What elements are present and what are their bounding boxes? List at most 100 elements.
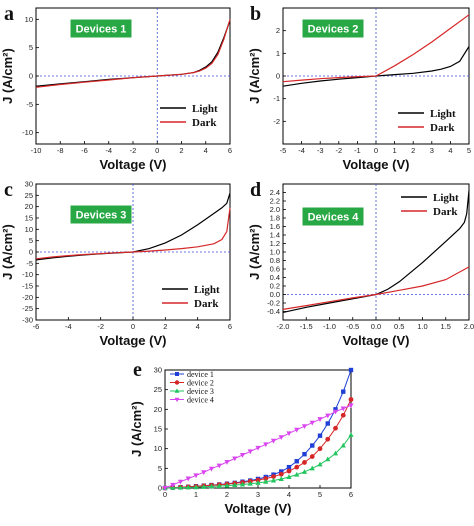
- y-tick-label: 0.4: [270, 273, 280, 282]
- y-tick-label: 1.4: [270, 231, 280, 240]
- legend-marker: [174, 388, 180, 393]
- x-tick-label: 3: [256, 490, 260, 499]
- data-point-device-3: [201, 484, 207, 489]
- y-tick-label: 15: [154, 425, 162, 434]
- x-axis-title: Voltage (V): [100, 333, 167, 348]
- y-tick-label: 0: [29, 72, 33, 81]
- data-point-device-4: [270, 438, 277, 444]
- x-tick-label: 3: [430, 146, 434, 155]
- data-point-device-1: [341, 389, 346, 394]
- y-tick-label: 0.0: [270, 290, 280, 299]
- x-tick-label: 4: [196, 322, 200, 331]
- chart-panel-a: -10 -8 -6 -4 -2 0 2 4 6 -10 -5 0 5 10 Voltage (V) J (A/…: [0, 3, 232, 172]
- chart-panel-e: 0 1 2 3 4 5 6 0 5 10 15 20 25 30 Voltage (V) J (A/cm²) e…: [129, 359, 354, 516]
- data-point-device-4: [185, 476, 191, 482]
- x-tick-label: 0: [374, 146, 378, 155]
- y-tick-label: 0: [29, 248, 33, 257]
- data-point-device-4: [162, 486, 168, 491]
- legend-label: Dark: [433, 206, 458, 218]
- y-tick-label: -25: [22, 304, 33, 313]
- data-point-device-1: [317, 433, 323, 438]
- data-point-device-3: [232, 482, 238, 488]
- data-point-device-1: [348, 367, 354, 373]
- panel-letter: a: [4, 3, 14, 25]
- data-point-device-4: [301, 424, 308, 430]
- data-point-device-4: [263, 442, 269, 448]
- data-point-device-4: [177, 479, 184, 485]
- legend-label: Dark: [194, 298, 219, 310]
- x-tick-label: 0: [163, 490, 167, 499]
- y-tick-label: -0.2: [267, 299, 280, 308]
- y-tick-label: 1: [276, 49, 280, 58]
- y-tick-label: 0.6: [270, 265, 280, 274]
- x-tick-label: 5: [318, 490, 322, 499]
- data-point-device-3: [294, 471, 300, 477]
- series-line-light: [282, 190, 470, 313]
- panel-letter: b: [250, 3, 261, 25]
- data-point-device-3: [340, 442, 346, 448]
- panel-letter: d: [250, 179, 261, 201]
- y-tick-label: 10: [25, 225, 33, 234]
- device-badge: [301, 206, 365, 227]
- x-axis-title: Voltage (V): [343, 333, 410, 348]
- series-line-device-2: [164, 399, 352, 489]
- data-point-device-4: [325, 413, 331, 419]
- y-tick-label: -10: [22, 270, 33, 279]
- data-point-device-4: [317, 417, 323, 422]
- data-point-device-4: [201, 470, 207, 476]
- x-tick-label: -6: [33, 322, 40, 331]
- y-tick-label: 0: [276, 72, 280, 81]
- device-badge: [301, 18, 365, 39]
- device-badge-label: Devices 1: [76, 24, 127, 36]
- x-tick-label: -10: [31, 146, 42, 155]
- data-point-device-4: [278, 435, 284, 441]
- x-axis-title: Voltage (V): [343, 157, 410, 172]
- x-tick-label: 1: [393, 146, 397, 155]
- y-tick-label: 5: [29, 43, 33, 52]
- x-tick-label: 0: [155, 146, 159, 155]
- legend-label: device 4: [187, 395, 214, 404]
- legend-marker: [175, 372, 179, 376]
- data-point-device-4: [216, 463, 222, 469]
- legend-label: Light: [433, 192, 459, 204]
- data-point-device-2: [325, 436, 331, 442]
- y-tick-label: 1.8: [270, 214, 280, 223]
- data-point-device-1: [333, 407, 338, 412]
- y-axis-title: J (A/cm²): [0, 48, 15, 104]
- data-point-device-3: [185, 484, 191, 490]
- data-point-device-1: [279, 469, 284, 474]
- panel-letter: c: [4, 179, 13, 201]
- y-tick-label: 1.0: [270, 248, 280, 257]
- y-tick-label: 10: [25, 15, 33, 24]
- legend-label: device 1: [187, 370, 214, 379]
- x-tick-label: 0: [131, 322, 135, 331]
- y-tick-label: 1.6: [270, 222, 280, 231]
- x-tick-label: 2: [163, 322, 167, 331]
- y-tick-label: 2.0: [270, 205, 280, 214]
- legend: Light Dark: [401, 192, 459, 218]
- series-line-dark: [282, 266, 470, 310]
- x-tick-label: 1: [194, 490, 198, 499]
- y-tick-label: -30: [22, 316, 33, 325]
- data-point-device-2: [263, 476, 269, 481]
- legend-label: Dark: [192, 117, 217, 129]
- legend-marker: [174, 397, 180, 403]
- data-point-device-3: [325, 456, 331, 462]
- legend-label: device 3: [187, 387, 214, 396]
- legend-label: Dark: [430, 122, 455, 134]
- y-tick-label: -15: [22, 282, 33, 291]
- legend-label: device 2: [187, 378, 214, 387]
- chart-panel-d: -2.0 -1.5 -1.0 -0.5 0.0 0.5 1.0 1.5 2.0-0.4-0.20…: [247, 179, 474, 348]
- x-tick-label: 4: [448, 146, 452, 155]
- data-point-device-4: [255, 445, 261, 451]
- data-point-device-3: [332, 450, 339, 456]
- y-tick-label: 25: [25, 191, 33, 200]
- y-tick-label: 5: [29, 236, 33, 245]
- x-axis-title: Voltage (V): [225, 501, 292, 516]
- y-tick-label: -2: [273, 117, 280, 126]
- x-tick-label: -8: [57, 146, 64, 155]
- data-point-device-1: [302, 451, 307, 457]
